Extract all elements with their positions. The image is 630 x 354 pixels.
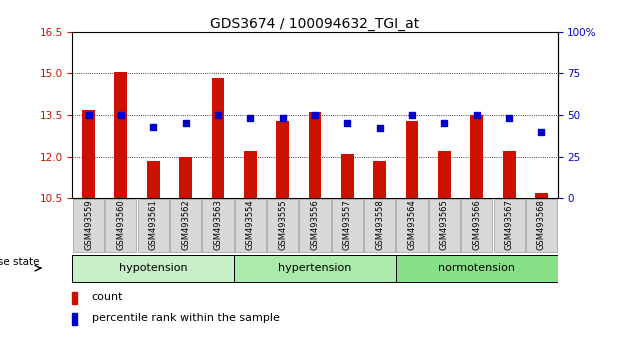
- Text: GSM493564: GSM493564: [408, 199, 416, 250]
- Bar: [244, 151, 257, 198]
- FancyBboxPatch shape: [267, 199, 298, 252]
- Text: GSM493555: GSM493555: [278, 199, 287, 250]
- FancyBboxPatch shape: [202, 199, 234, 252]
- Point: [213, 112, 223, 118]
- FancyBboxPatch shape: [493, 199, 525, 252]
- Point: [407, 112, 417, 118]
- Text: GSM493562: GSM493562: [181, 199, 190, 250]
- Bar: [309, 112, 321, 198]
- Text: GSM493554: GSM493554: [246, 199, 255, 250]
- FancyBboxPatch shape: [72, 255, 234, 282]
- Point: [245, 115, 255, 121]
- FancyBboxPatch shape: [429, 199, 460, 252]
- FancyBboxPatch shape: [73, 199, 104, 252]
- Text: GSM493558: GSM493558: [375, 199, 384, 250]
- Bar: [535, 193, 548, 198]
- Text: disease state: disease state: [0, 257, 40, 267]
- Text: GSM493559: GSM493559: [84, 199, 93, 250]
- Bar: [212, 78, 224, 198]
- FancyBboxPatch shape: [235, 199, 266, 252]
- Text: hypertension: hypertension: [278, 263, 352, 273]
- Text: GSM493557: GSM493557: [343, 199, 352, 250]
- FancyBboxPatch shape: [299, 199, 331, 252]
- Bar: [503, 151, 515, 198]
- Text: GSM493568: GSM493568: [537, 199, 546, 250]
- FancyBboxPatch shape: [332, 199, 363, 252]
- Point: [342, 120, 352, 126]
- Text: GSM493560: GSM493560: [117, 199, 125, 250]
- Bar: [276, 121, 289, 198]
- Bar: [373, 161, 386, 198]
- Text: normotension: normotension: [438, 263, 515, 273]
- Bar: [438, 151, 451, 198]
- Text: GSM493565: GSM493565: [440, 199, 449, 250]
- Bar: [72, 313, 77, 325]
- Point: [181, 120, 191, 126]
- Text: GSM493567: GSM493567: [505, 199, 513, 250]
- FancyBboxPatch shape: [396, 199, 428, 252]
- Text: GSM493561: GSM493561: [149, 199, 158, 250]
- FancyBboxPatch shape: [138, 199, 169, 252]
- Title: GDS3674 / 100094632_TGI_at: GDS3674 / 100094632_TGI_at: [210, 17, 420, 31]
- Bar: [179, 156, 192, 198]
- Point: [536, 129, 546, 135]
- Point: [375, 126, 385, 131]
- Bar: [470, 115, 483, 198]
- Point: [116, 112, 126, 118]
- Bar: [406, 121, 418, 198]
- Text: GSM493556: GSM493556: [311, 199, 319, 250]
- Point: [310, 112, 320, 118]
- FancyBboxPatch shape: [461, 199, 492, 252]
- Point: [439, 120, 449, 126]
- FancyBboxPatch shape: [234, 255, 396, 282]
- Bar: [147, 161, 160, 198]
- FancyBboxPatch shape: [170, 199, 201, 252]
- FancyBboxPatch shape: [526, 199, 557, 252]
- Text: percentile rank within the sample: percentile rank within the sample: [92, 313, 280, 323]
- Bar: [341, 154, 354, 198]
- Point: [148, 124, 158, 130]
- Text: GSM493563: GSM493563: [214, 199, 222, 250]
- FancyBboxPatch shape: [105, 199, 137, 252]
- Point: [472, 112, 482, 118]
- FancyBboxPatch shape: [396, 255, 558, 282]
- Text: count: count: [92, 292, 123, 302]
- Point: [84, 112, 94, 118]
- Text: GSM493566: GSM493566: [472, 199, 481, 250]
- Bar: [82, 109, 95, 198]
- FancyBboxPatch shape: [364, 199, 395, 252]
- Point: [278, 115, 288, 121]
- Bar: [115, 72, 127, 198]
- Point: [504, 115, 514, 121]
- Bar: [72, 292, 77, 304]
- Text: hypotension: hypotension: [119, 263, 188, 273]
